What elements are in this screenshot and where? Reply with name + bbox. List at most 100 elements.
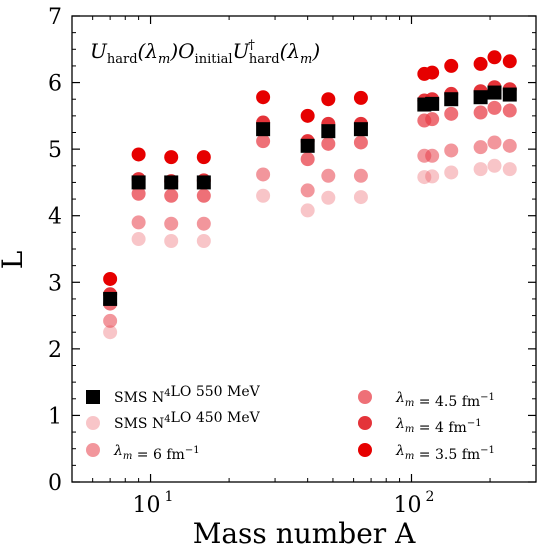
data-point-circle <box>487 100 502 115</box>
data-point-circle <box>444 58 459 73</box>
data-point-circle <box>487 135 502 150</box>
data-point-circle <box>425 65 440 80</box>
data-point-circle <box>196 150 211 165</box>
data-point-square <box>425 96 440 111</box>
data-point-square <box>444 92 459 107</box>
data-point-circle <box>131 147 146 162</box>
formula-annotation: Uhard(λm)OinitialU† hard(λm) <box>90 38 320 67</box>
data-point-circle <box>164 234 179 249</box>
data-point-circle <box>196 188 211 203</box>
svg-text:Uhard(λm)OinitialU†hard(λm): Uhard(λm)OinitialU† hard(λm) <box>90 38 320 67</box>
y-tick-label: 1 <box>48 404 62 429</box>
data-point-circle <box>487 50 502 65</box>
x-tick-label: 10 <box>133 493 161 518</box>
data-point-circle <box>502 103 517 118</box>
data-point-circle <box>321 92 336 107</box>
data-point-square <box>353 122 368 137</box>
data-point-circle <box>164 216 179 231</box>
data-point-circle <box>353 190 368 205</box>
legend-entry: SMS N4LO 450 MeV <box>86 410 261 432</box>
data-point-circle <box>103 325 118 340</box>
data-point-circle <box>300 203 315 218</box>
data-point-square <box>473 90 488 105</box>
data-point-circle <box>196 216 211 231</box>
data-point-circle <box>256 134 271 149</box>
legend-label: λm = 4 fm−1 <box>395 416 482 436</box>
data-point-circle <box>473 56 488 71</box>
x-tick-exponent: 1 <box>165 489 174 505</box>
data-point-circle <box>321 168 336 183</box>
data-point-square <box>196 175 211 190</box>
data-point-circle <box>321 190 336 205</box>
legend-entry: λm = 3.5 fm−1 <box>358 443 495 463</box>
data-point-circle <box>502 54 517 69</box>
data-marks <box>103 50 517 340</box>
data-point-circle <box>425 112 440 127</box>
data-point-square <box>487 85 502 100</box>
data-point-circle <box>256 167 271 182</box>
data-point-circle <box>103 313 118 328</box>
data-point-circle <box>444 143 459 158</box>
data-point-circle <box>425 169 440 184</box>
legend-marker-square <box>86 390 100 404</box>
y-tick-label: 5 <box>48 138 62 163</box>
legend-marker-circle <box>358 443 372 457</box>
legend-label: SMS N4LO 550 MeV <box>114 384 261 406</box>
y-tick-label: 3 <box>48 271 62 296</box>
plot-frame <box>71 15 537 483</box>
legend-marker-circle <box>358 390 372 404</box>
data-point-square <box>321 124 336 139</box>
y-tick-label: 2 <box>48 338 62 363</box>
data-point-circle <box>164 188 179 203</box>
data-point-circle <box>425 148 440 163</box>
data-point-square <box>300 138 315 153</box>
data-point-circle <box>321 136 336 151</box>
data-point-square <box>103 291 118 306</box>
legend-marker-circle <box>86 416 100 430</box>
legend-entry: λm = 4 fm−1 <box>358 416 482 436</box>
data-point-circle <box>473 140 488 155</box>
data-point-circle <box>103 271 118 286</box>
legend-entry: λm = 4.5 fm−1 <box>358 390 495 410</box>
y-axis-label: L <box>0 251 29 270</box>
data-point-circle <box>131 232 146 247</box>
data-point-circle <box>444 165 459 180</box>
legend-label: SMS N4LO 450 MeV <box>114 410 261 432</box>
data-point-circle <box>256 188 271 203</box>
x-tick-exponent: 2 <box>425 489 434 505</box>
data-point-circle <box>131 215 146 230</box>
legend-entry: λm = 6 fm−1 <box>86 443 200 463</box>
data-point-circle <box>196 234 211 249</box>
data-point-circle <box>487 158 502 173</box>
legend-marker-circle <box>358 416 372 430</box>
data-point-square <box>131 175 146 190</box>
y-tick-label: 0 <box>48 471 62 496</box>
legend-label: λm = 6 fm−1 <box>113 443 200 463</box>
data-point-circle <box>164 150 179 165</box>
data-point-circle <box>131 186 146 201</box>
legend-label: λm = 3.5 fm−1 <box>395 443 495 463</box>
data-point-circle <box>300 152 315 167</box>
data-point-circle <box>473 105 488 120</box>
data-point-circle <box>417 170 432 185</box>
x-axis-label: Mass number A <box>193 517 416 550</box>
legend-label: λm = 4.5 fm−1 <box>395 390 495 410</box>
data-point-square <box>502 87 517 102</box>
x-tick-label: 10 <box>393 493 421 518</box>
data-point-circle <box>502 162 517 177</box>
data-point-square <box>164 175 179 190</box>
data-point-circle <box>353 135 368 150</box>
legend-entry: SMS N4LO 550 MeV <box>86 384 261 406</box>
data-point-circle <box>473 162 488 177</box>
y-tick-label: 6 <box>48 72 62 97</box>
data-point-circle <box>444 106 459 121</box>
y-tick-label: 4 <box>48 205 62 230</box>
data-point-circle <box>300 183 315 198</box>
data-point-circle <box>353 168 368 183</box>
y-tick-label: 7 <box>48 5 62 30</box>
data-point-circle <box>353 90 368 105</box>
data-point-circle <box>256 90 271 105</box>
data-point-circle <box>300 108 315 123</box>
